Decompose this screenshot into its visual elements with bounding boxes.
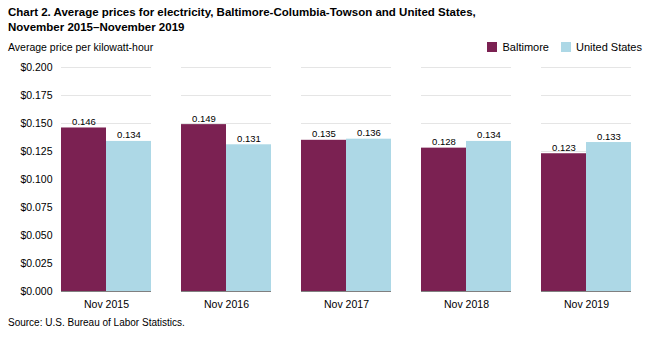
- svg-text:0.134: 0.134: [477, 129, 501, 140]
- svg-text:0.123: 0.123: [552, 142, 576, 153]
- svg-text:0.136: 0.136: [357, 127, 381, 138]
- svg-text:Nov 2019: Nov 2019: [564, 298, 609, 310]
- html-text:Source: U.S. Bureau of Labor S: Source: U.S. Bureau of Labor Statistics.: [8, 317, 185, 328]
- html-text:Chart 2. Average prices for el: Chart 2. Average prices for electricity,…: [8, 6, 476, 18]
- html-text:United States: United States: [576, 41, 642, 53]
- html-text:Baltimore: Baltimore: [502, 41, 549, 53]
- svg-text:0.135: 0.135: [312, 128, 336, 139]
- svg-text:$0.200: $0.200: [20, 61, 52, 73]
- svg-text:0.146: 0.146: [72, 116, 96, 127]
- svg-text:0.128: 0.128: [432, 136, 456, 147]
- html-text:November 2015–November 2019: November 2015–November 2019: [8, 21, 185, 33]
- svg-text:Nov 2015: Nov 2015: [84, 298, 129, 310]
- svg-text:$0.100: $0.100: [20, 173, 52, 185]
- svg-text:Nov 2016: Nov 2016: [204, 298, 249, 310]
- svg-text:$0.125: $0.125: [20, 145, 52, 157]
- html-text:Average price per kilowatt-hou: Average price per kilowatt-hour: [8, 41, 154, 53]
- svg-text:$0.075: $0.075: [20, 201, 52, 213]
- svg-text:0.134: 0.134: [117, 129, 141, 140]
- svg-text:$0.025: $0.025: [20, 257, 52, 269]
- svg-text:$0.000: $0.000: [20, 285, 52, 297]
- svg-text:$0.050: $0.050: [20, 229, 52, 241]
- svg-text:$0.175: $0.175: [20, 89, 52, 101]
- svg-text:0.149: 0.149: [192, 113, 216, 124]
- svg-text:Nov 2018: Nov 2018: [444, 298, 489, 310]
- svg-text:Nov 2017: Nov 2017: [324, 298, 369, 310]
- svg-text:0.133: 0.133: [597, 131, 621, 142]
- svg-text:0.131: 0.131: [237, 133, 261, 144]
- svg-text:$0.150: $0.150: [20, 117, 52, 129]
